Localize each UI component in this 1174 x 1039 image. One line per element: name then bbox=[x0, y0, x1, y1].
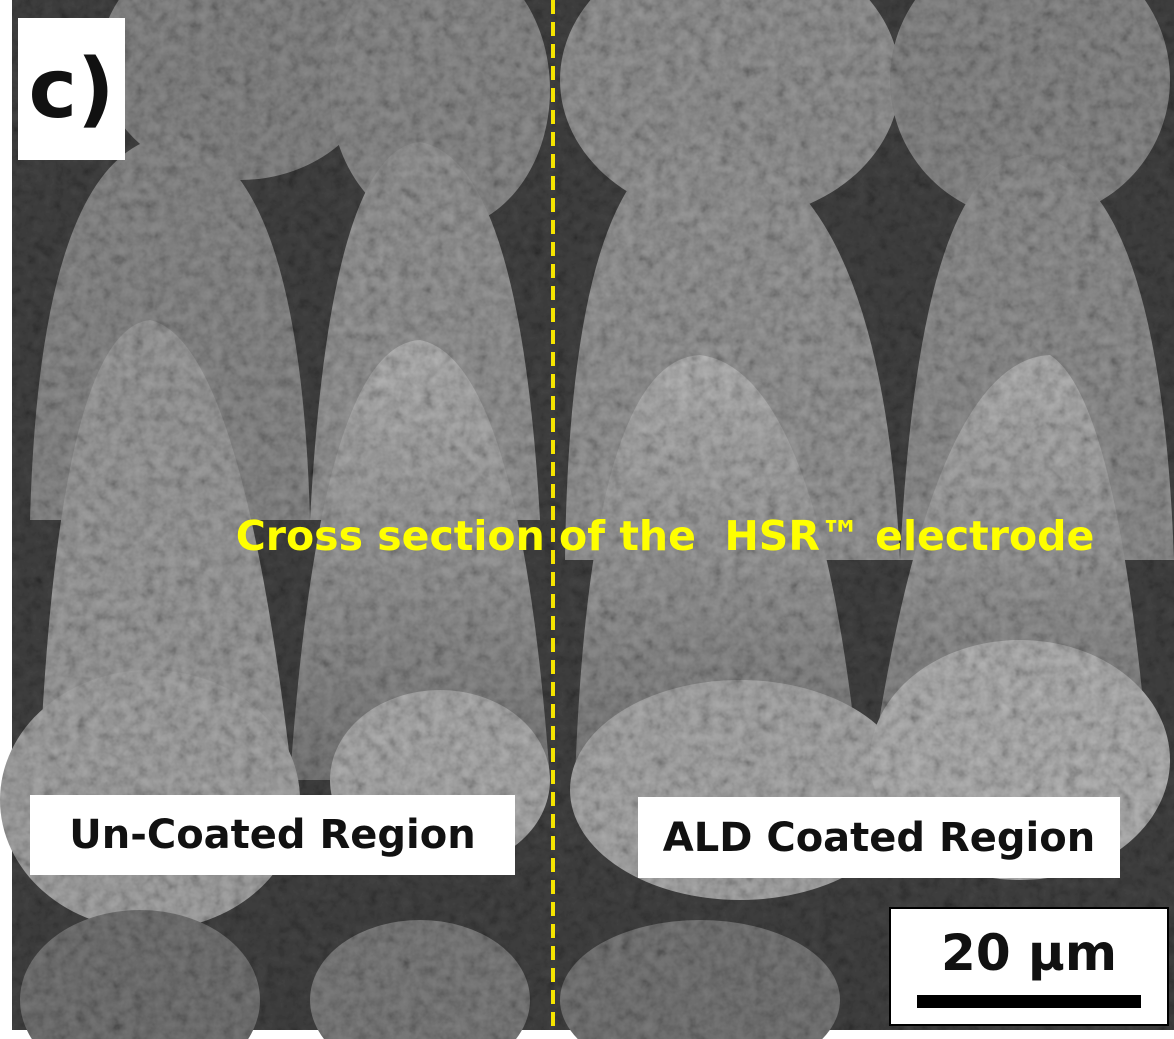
scale-bar bbox=[917, 995, 1141, 1008]
region-label: Un-Coated Region bbox=[30, 795, 515, 875]
panel-label: c) bbox=[18, 18, 125, 160]
scale-label: 20 μm bbox=[891, 915, 1167, 990]
page: c) Cross section of the HSR™ electrode U… bbox=[0, 0, 1174, 1039]
region-label: ALD Coated Region bbox=[638, 797, 1120, 878]
caption: Cross section of the HSR™ electrode bbox=[200, 508, 1130, 564]
